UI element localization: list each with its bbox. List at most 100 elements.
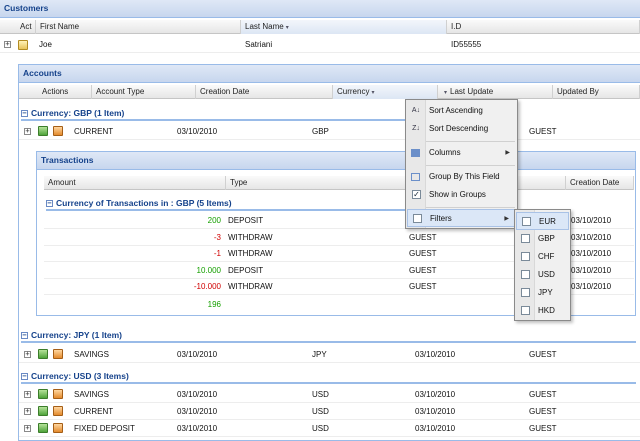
tx-group-header[interactable]: − Currency of Transactions in : GBP (5 It… [46,195,406,211]
delete-icon[interactable] [53,406,63,416]
col-last-name[interactable]: Last Name ▾ [241,20,447,34]
edit-icon[interactable] [38,349,48,359]
col-currency[interactable]: Currency ▾ [333,85,438,99]
collapse-icon[interactable]: − [21,109,28,118]
account-type: SAVINGS [74,350,109,359]
tx-row[interactable]: 10.000 DEPOSIT GUEST 03/10/2010 [44,263,634,279]
account-row[interactable]: + CURRENT 03/10/2010 GBP GUEST [19,123,640,140]
tx-row[interactable]: -1 WITHDRAW GUEST 03/10/2010 [44,246,634,262]
delete-icon[interactable] [53,349,63,359]
group-header-gbp[interactable]: − Currency: GBP (1 Item) [21,105,406,121]
columns-icon [411,149,420,157]
filter-checkbox[interactable] [521,234,530,243]
last-update: 03/10/2010 [415,390,456,399]
collapse-icon[interactable]: − [21,372,28,381]
account-type: CURRENT [74,127,114,136]
col-amount[interactable]: Amount [44,176,226,190]
tx-amount: 10.000 [196,265,221,275]
edit-icon[interactable] [38,126,48,136]
filter-checkbox[interactable] [522,217,531,226]
col-id[interactable]: I.D [447,20,640,34]
delete-icon[interactable] [53,389,63,399]
customer-edit-icon[interactable] [18,40,28,50]
col-creation-date[interactable]: Creation Date [196,85,333,99]
edit-icon[interactable] [38,406,48,416]
menu-columns[interactable]: Columns ▶ [407,144,516,162]
sort-ascending-icon: A↓ [411,107,421,114]
tx-date: 03/10/2010 [571,249,612,258]
tx-total: 196 [207,300,221,309]
currency: JPY [312,350,327,359]
submenu-arrow-icon: ▶ [505,150,510,156]
col-actions[interactable]: Actions [38,85,92,99]
group-by-icon [411,173,420,181]
last-update: 03/10/2010 [415,407,456,416]
expand-icon[interactable]: + [4,40,11,48]
col-type[interactable]: Type [226,176,566,190]
column-menu-trigger-icon[interactable]: ▾ [444,90,448,96]
col-updated-by[interactable]: Updated By [553,85,640,99]
filter-option-chf[interactable]: CHF [516,248,569,266]
account-row[interactable]: + SAVINGS 03/10/2010 JPY 03/10/2010 GUES… [19,346,640,363]
filter-checkbox[interactable] [521,306,530,315]
expand-icon[interactable]: + [24,350,31,358]
updated-by: GUEST [529,424,557,433]
tx-type: WITHDRAW [228,282,273,291]
collapse-icon[interactable]: − [21,331,28,340]
filter-option-usd[interactable]: USD [516,266,569,284]
tx-row[interactable]: 200 DEPOSIT 03/10/2010 [44,213,634,229]
account-row[interactable]: + SAVINGS 03/10/2010 USD 03/10/2010 GUEST [19,386,640,403]
collapse-icon[interactable]: − [46,199,53,208]
submenu-arrow-icon: ▶ [504,216,509,222]
filters-checkbox[interactable] [413,214,422,223]
tx-amount: 200 [207,216,221,225]
expand-icon[interactable]: + [24,407,31,415]
updated-by: GUEST [529,390,557,399]
expand-icon[interactable]: + [24,424,31,432]
delete-icon[interactable] [53,423,63,433]
menu-show-in-groups[interactable]: ✓ Show in Groups [412,190,486,199]
menu-sort-descending[interactable]: Z↓ Sort Descending [412,124,489,133]
group-header-jpy[interactable]: − Currency: JPY (1 Item) [21,327,636,343]
account-row[interactable]: + FIXED DEPOSIT 03/10/2010 USD 03/10/2010 GUE… [19,420,640,437]
filter-option-jpy[interactable]: JPY [516,284,569,302]
col-act[interactable]: Act [16,20,36,34]
account-type: SAVINGS [74,390,109,399]
menu-separator [426,207,515,208]
tx-total-row: 196 [44,296,634,313]
customer-first-name: Joe [39,40,52,49]
col-account-type[interactable]: Account Type [92,85,196,99]
expand-icon[interactable]: + [24,127,31,135]
menu-group-by-field[interactable]: Group By This Field [407,168,516,186]
transactions-panel-title: Transactions [37,152,635,170]
filter-checkbox[interactable] [521,252,530,261]
col-tx-creation-date[interactable]: Creation Date [566,176,634,190]
customers-panel-title: Customers [0,0,640,18]
edit-icon[interactable] [38,389,48,399]
expand-icon[interactable]: + [24,390,31,398]
filter-option-hkd[interactable]: HKD [516,302,569,320]
filter-option-gbp[interactable]: GBP [516,230,569,248]
show-in-groups-checkbox[interactable]: ✓ [412,190,421,199]
tx-amount: -3 [213,232,221,242]
tx-row[interactable]: -10.000 WITHDRAW GUEST 03/10/2010 [44,279,634,295]
edit-icon[interactable] [38,423,48,433]
filter-checkbox[interactable] [521,288,530,297]
filter-option-eur[interactable]: EUR [516,212,569,230]
account-row[interactable]: + CURRENT 03/10/2010 USD 03/10/2010 GUEST [19,403,640,420]
tx-date: 03/10/2010 [571,265,612,275]
currency: USD [312,407,329,416]
filter-checkbox[interactable] [521,270,530,279]
col-first-name[interactable]: First Name [36,20,241,34]
tx-updated-by: GUEST [409,282,437,291]
menu-sort-ascending[interactable]: A↓ Sort Ascending [411,106,483,115]
col-last-update[interactable]: ▾ Last Update [438,85,553,99]
delete-icon[interactable] [53,126,63,136]
tx-updated-by: GUEST [409,232,437,242]
tx-row[interactable]: -3 WITHDRAW GUEST 03/10/2010 [44,230,634,246]
group-header-usd[interactable]: − Currency: USD (3 Items) [21,368,636,384]
tx-date: 03/10/2010 [571,232,612,242]
last-update: 03/10/2010 [415,350,456,359]
menu-filters[interactable]: Filters ▶ [407,209,516,227]
customer-row[interactable]: + Joe Satriani ID55555 [0,36,640,53]
